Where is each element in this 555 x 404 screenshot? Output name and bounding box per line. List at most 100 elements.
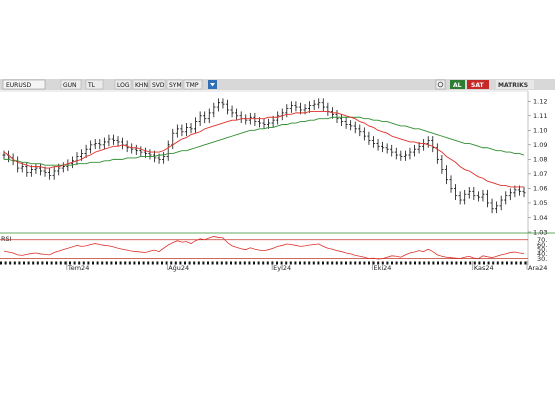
symbol-label: EURUSD — [6, 82, 32, 89]
ohlc-bar — [435, 143, 439, 164]
ohlc-bar — [385, 143, 389, 154]
ohlc-bar — [52, 166, 56, 180]
rsi-y-tick-label: 60. — [537, 241, 547, 249]
toolbar: EURUSD GUN TL LOG KHN SVD SYM TMP AL SAT MATRI… — [0, 79, 555, 90]
ohlc-bar — [495, 201, 499, 214]
ohlc-bar — [490, 198, 494, 214]
price-y-tick-label: 1.12 — [533, 98, 547, 106]
ohlc-bar — [422, 139, 426, 151]
price-y-tick-label: 1.07 — [533, 170, 547, 178]
ohlc-bar — [130, 143, 134, 154]
ohlc-bar — [444, 165, 449, 185]
ohlc-bar — [358, 124, 362, 137]
ohlc-bar — [262, 118, 266, 129]
ohlc-bar — [271, 115, 275, 128]
toolbar-button-label: LOG — [117, 82, 130, 89]
ohlc-bar — [449, 175, 453, 193]
date-axis: Tem24 Ağu24 Eyl24 Eki24 Kas24 Ara24 — [0, 261, 547, 272]
date-label: Tem24 — [67, 264, 89, 272]
ohlc-bar — [239, 111, 243, 124]
ohlc-bar — [16, 156, 20, 173]
ohlc-bar — [394, 147, 398, 160]
price-y-tick-label: 1.11 — [533, 112, 547, 120]
ohlc-bar — [189, 123, 193, 134]
price-y-tick-label: 1.09 — [533, 141, 547, 149]
ohlc-bar — [212, 102, 216, 118]
ohlc-bar — [221, 98, 225, 109]
ma-short-line — [3, 110, 524, 188]
ohlc-bar — [412, 144, 417, 157]
ohlc-bar — [148, 149, 152, 160]
price-bars — [2, 98, 526, 214]
brand-logo: MATRIKS — [498, 82, 528, 89]
ohlc-bar — [349, 120, 353, 131]
rsi-y-tick-label: 70. — [537, 236, 547, 244]
toolbar-button-label: TL — [87, 82, 96, 89]
ohlc-bar — [75, 152, 79, 166]
ohlc-bar — [326, 102, 330, 116]
ohlc-bar — [317, 98, 321, 109]
ohlc-bar — [111, 134, 116, 145]
toolbar-button-svd[interactable] — [149, 79, 166, 90]
rsi-y-tick-label: 30. — [537, 255, 547, 263]
date-label: Eyl24 — [273, 264, 291, 272]
ohlc-bar — [180, 124, 184, 137]
ohlc-bar — [34, 163, 38, 174]
toolbar-button-label: SYM — [169, 82, 182, 89]
ohlc-bar — [102, 137, 106, 150]
toolbar-button-label: KHN — [135, 82, 148, 89]
sell-button[interactable] — [467, 80, 489, 89]
toolbar-button-tl[interactable] — [85, 79, 104, 90]
price-y-tick-label: 1.04 — [533, 214, 547, 222]
ohlc-bar — [244, 114, 248, 125]
ohlc-bar — [513, 185, 517, 198]
ohlc-bar — [285, 104, 289, 118]
ohlc-bar — [403, 150, 408, 161]
buy-button[interactable] — [450, 80, 465, 89]
ohlc-bar — [417, 141, 421, 154]
ohlc-bar — [203, 111, 207, 124]
date-label: Eki24 — [373, 264, 391, 272]
ohlc-bar — [481, 189, 485, 202]
ohlc-bar — [367, 131, 371, 145]
ohlc-bar — [2, 150, 6, 160]
ohlc-bar — [235, 108, 239, 121]
ohlc-bar — [225, 99, 230, 115]
date-labels: Tem24 Ağu24 Eyl24 Eki24 Kas24 Ara24 — [66, 261, 547, 272]
toolbar-button-khn[interactable] — [132, 79, 149, 90]
rsi-panel: RSI 30.40.50.60.70. — [0, 235, 547, 263]
toolbar-button-gun[interactable] — [60, 79, 82, 90]
ohlc-bar — [230, 105, 234, 118]
rsi-y-ticks: 30.40.50.60.70. — [537, 236, 547, 263]
ohlc-bar — [207, 108, 211, 124]
ohlc-bar — [48, 168, 52, 180]
rsi-y-tick-label: 40. — [537, 250, 547, 258]
ohlc-bar — [116, 136, 120, 147]
date-label: Kas24 — [474, 264, 494, 272]
rsi-y-tick-label: 50. — [537, 246, 547, 254]
ohlc-bar — [107, 134, 111, 147]
toolbar-background — [0, 79, 555, 90]
toolbar-button-sym[interactable] — [166, 79, 183, 90]
settings-button[interactable] — [435, 79, 446, 90]
ohlc-bar — [38, 163, 43, 176]
ohlc-bar — [175, 124, 179, 138]
symbol-box[interactable] — [2, 79, 46, 90]
ohlc-bar — [426, 136, 430, 148]
ohlc-bar — [171, 128, 175, 150]
ohlc-bar — [335, 109, 339, 124]
price-panel: 1.03 1.04 1.05 1.06 1.07 1.08 1.09 1.10 1.11 1.12 — [0, 90, 555, 265]
price-y-tick-label: 1.06 — [533, 185, 547, 193]
ohlc-bar — [508, 188, 512, 201]
ohlc-bar — [453, 184, 458, 201]
ohlc-bar — [61, 162, 65, 173]
ohlc-bar — [193, 117, 198, 134]
date-label: Ara24 — [528, 264, 547, 272]
ohlc-bar — [344, 117, 348, 129]
ma-long-line — [4, 116, 525, 166]
ohlc-bar — [431, 136, 435, 153]
toolbar-button-log[interactable] — [114, 79, 132, 90]
ohlc-bar — [504, 191, 508, 205]
ohlc-bar — [166, 140, 170, 161]
toolbar-button-tmp[interactable] — [183, 79, 203, 90]
